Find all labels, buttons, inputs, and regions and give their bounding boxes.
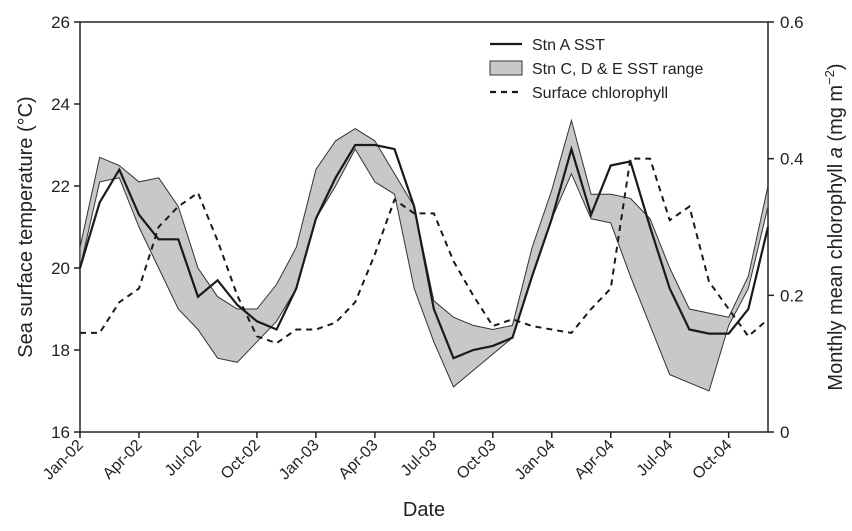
- y-axis-label: Sea surface temperature (°C): [15, 96, 37, 357]
- y-tick-label: 26: [51, 13, 70, 32]
- y2-label-part: (mg m: [825, 85, 847, 147]
- legend-label: Surface chlorophyll: [532, 85, 668, 102]
- y-tick-label: 22: [51, 177, 70, 196]
- x-tick-label: Jan-02: [40, 437, 87, 484]
- y2-tick-label: 0: [780, 423, 789, 442]
- x-tick-label: Apr-03: [336, 437, 382, 483]
- x-tick-label: Jul-03: [398, 437, 441, 480]
- chlorophyll-line: [80, 157, 769, 345]
- y-tick-label: 16: [51, 423, 70, 442]
- y2-label-part: a: [825, 147, 847, 158]
- x-tick-label: Oct-04: [690, 437, 736, 483]
- y2-tick-label: 0.4: [780, 150, 804, 169]
- y-tick-label: 24: [51, 95, 70, 114]
- x-tick-label: Apr-04: [572, 437, 618, 483]
- y2-label-part: Monthly mean chlorophyll: [825, 158, 847, 390]
- x-tick-label: Oct-02: [218, 437, 264, 483]
- x-tick-label: Oct-03: [454, 437, 500, 483]
- y2-label-part: −2: [822, 70, 837, 85]
- x-tick-label: Jan-04: [512, 437, 559, 484]
- x-tick-label: Apr-02: [100, 437, 146, 483]
- y2-label-part: ): [825, 63, 847, 70]
- legend-label: Stn C, D & E SST range: [532, 61, 703, 78]
- x-tick-label: Jan-03: [276, 437, 323, 484]
- legend-swatch: [489, 60, 523, 76]
- y2-tick-label: 0.2: [780, 286, 804, 305]
- x-tick-label: Jul-02: [162, 437, 205, 480]
- y-tick-label: 20: [51, 259, 70, 278]
- x-tick-label: Jul-04: [634, 437, 677, 480]
- y2-tick-label: 0.6: [780, 13, 804, 32]
- sst-line: [78, 143, 770, 360]
- y2-axis-label: Monthly mean chlorophyll a (mg m−2): [822, 63, 847, 390]
- x-axis-label: Date: [403, 499, 445, 521]
- y-tick-label: 18: [51, 341, 70, 360]
- legend-label: Stn A SST: [532, 37, 605, 54]
